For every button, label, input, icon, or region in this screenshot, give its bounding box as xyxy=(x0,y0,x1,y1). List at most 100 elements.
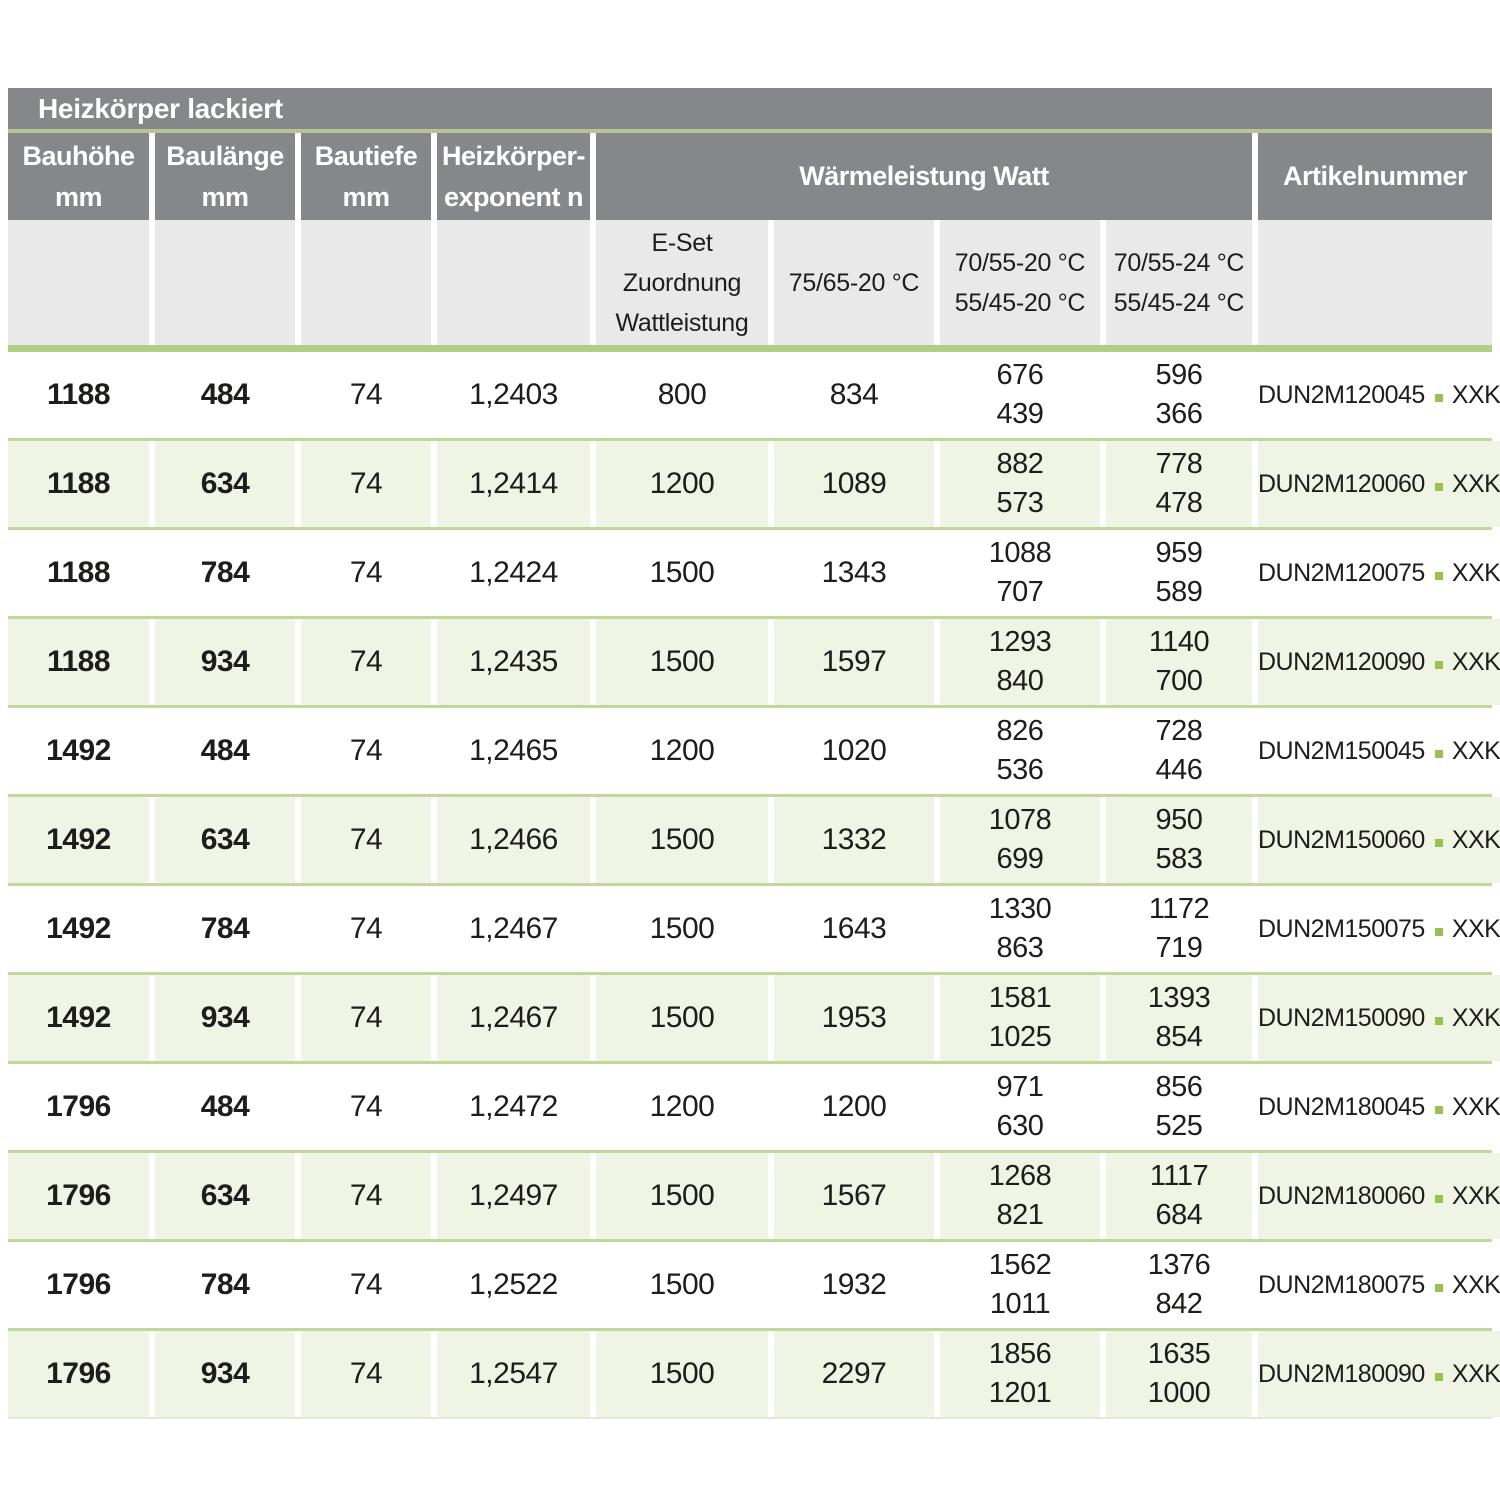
cell-watt-70-55-20: 1856 1201 xyxy=(940,1331,1100,1417)
cell-bauhoehe: 1492 xyxy=(8,797,149,883)
cell-eset-wattleistung: 1500 xyxy=(596,886,768,972)
cell-bautiefe: 74 xyxy=(301,975,431,1061)
row-separator-line xyxy=(8,1061,1492,1064)
green-dot-separator xyxy=(1434,1195,1443,1203)
header-bauhoehe: Bauhöhe mm xyxy=(8,133,149,220)
artikel-code: DUN2M180060 xyxy=(1258,1181,1425,1210)
cell-bauhoehe: 1492 xyxy=(8,886,149,972)
cell-bauhoehe: 1188 xyxy=(8,352,149,438)
cell-exponent: 1,2472 xyxy=(437,1064,590,1150)
subheader-70-55-20: 70/55-20 °C 55/45-20 °C xyxy=(940,220,1100,345)
subheader-70-55-24: 70/55-24 °C 55/45-24 °C xyxy=(1106,220,1252,345)
watt-value-low: 1025 xyxy=(988,1021,1052,1053)
cell-exponent: 1,2467 xyxy=(437,886,590,972)
cell-watt-70-55-20: 971 630 xyxy=(940,1064,1100,1150)
watt-value-low: 821 xyxy=(996,1199,1044,1231)
cell-artikelnummer: DUN2M120045 XXK xyxy=(1258,352,1500,438)
table-row: 1492 484 74 1,2465 1200 1020 826 536 728… xyxy=(8,708,1500,794)
subheader-75-65: 75/65-20 °C xyxy=(774,220,934,345)
artikel-code: DUN2M120060 xyxy=(1258,469,1425,498)
watt-value-low: 478 xyxy=(1155,487,1203,519)
artikel-suffix: XXK xyxy=(1451,469,1500,498)
header-line: Bauhöhe xyxy=(22,141,135,171)
row-separator-line xyxy=(8,705,1492,708)
watt-value-high: 882 xyxy=(996,447,1044,480)
watt-value-high: 856 xyxy=(1155,1070,1203,1103)
cell-eset-wattleistung: 1500 xyxy=(596,1242,768,1328)
watt-value-low: 699 xyxy=(996,843,1044,875)
table-row: 1492 784 74 1,2467 1500 1643 1330 863 11… xyxy=(8,886,1500,972)
artikel-code: DUN2M150060 xyxy=(1258,825,1425,854)
cell-baulaenge: 934 xyxy=(155,619,295,705)
watt-value-high: 959 xyxy=(1155,536,1203,569)
cell-eset-wattleistung: 1500 xyxy=(596,619,768,705)
header-line: Bautiefe xyxy=(314,141,418,171)
watt-value-high: 728 xyxy=(1155,714,1203,747)
green-dot-separator xyxy=(1434,483,1443,491)
cell-watt-70-55-24: 778 478 xyxy=(1106,441,1252,527)
cell-bauhoehe: 1492 xyxy=(8,708,149,794)
row-separator-line xyxy=(8,1328,1492,1331)
column-header-row: Bauhöhe mm Baulänge mm Bautiefe mm Heizk… xyxy=(8,133,1492,220)
watt-value-low: 707 xyxy=(996,576,1044,608)
cell-bauhoehe: 1188 xyxy=(8,530,149,616)
watt-value-high: 1140 xyxy=(1148,625,1210,658)
cell-eset-wattleistung: 1200 xyxy=(596,708,768,794)
watt-value-low: 573 xyxy=(996,487,1044,519)
subheader-line: Zuordnung xyxy=(622,268,742,297)
cell-watt-70-55-20: 882 573 xyxy=(940,441,1100,527)
header-line: Artikelnummer xyxy=(1282,161,1468,192)
watt-value-high: 1172 xyxy=(1148,892,1210,925)
cell-exponent: 1,2497 xyxy=(437,1153,590,1239)
artikel-code: DUN2M120075 xyxy=(1258,558,1425,587)
cell-eset-wattleistung: 800 xyxy=(596,352,768,438)
cell-watt-75-65: 1200 xyxy=(774,1064,934,1150)
table-bottom-edge xyxy=(8,1417,1492,1419)
watt-value-high: 1393 xyxy=(1147,981,1211,1014)
table-title-bar: Heizkörper lackiert xyxy=(8,88,1492,129)
cell-watt-70-55-24: 959 589 xyxy=(1106,530,1252,616)
green-dot-separator xyxy=(1434,750,1443,758)
cell-watt-70-55-20: 1268 821 xyxy=(940,1153,1100,1239)
cell-watt-70-55-20: 1562 1011 xyxy=(940,1242,1100,1328)
cell-watt-70-55-24: 856 525 xyxy=(1106,1064,1252,1150)
row-separator-line xyxy=(8,438,1492,441)
cell-baulaenge: 484 xyxy=(155,708,295,794)
cell-artikelnummer: DUN2M180045 XXK xyxy=(1258,1064,1500,1150)
watt-value-low: 630 xyxy=(996,1110,1044,1142)
cell-watt-75-65: 1567 xyxy=(774,1153,934,1239)
watt-value-low: 854 xyxy=(1155,1021,1203,1053)
artikel-suffix: XXK xyxy=(1451,825,1500,854)
artikel-code: DUN2M180090 xyxy=(1258,1359,1425,1388)
watt-value-low: 583 xyxy=(1155,843,1203,875)
cell-bauhoehe: 1796 xyxy=(8,1242,149,1328)
row-separator-line xyxy=(8,972,1492,975)
cell-artikelnummer: DUN2M180060 XXK xyxy=(1258,1153,1500,1239)
header-line: Wärmeleistung Watt xyxy=(799,161,1049,192)
subheader-line: 75/65-20 °C xyxy=(788,268,920,297)
watt-value-high: 950 xyxy=(1155,803,1203,836)
artikel-suffix: XXK xyxy=(1451,1270,1500,1299)
header-line: exponent n xyxy=(443,181,584,212)
cell-watt-75-65: 1932 xyxy=(774,1242,934,1328)
cell-bauhoehe: 1796 xyxy=(8,1064,149,1150)
green-dot-separator xyxy=(1434,1017,1443,1025)
cell-artikelnummer: DUN2M120090 XXK xyxy=(1258,619,1500,705)
cell-artikelnummer: DUN2M120075 XXK xyxy=(1258,530,1500,616)
cell-artikelnummer: DUN2M150045 XXK xyxy=(1258,708,1500,794)
cell-baulaenge: 934 xyxy=(155,975,295,1061)
watt-value-high: 1078 xyxy=(988,803,1052,836)
cell-watt-70-55-24: 728 446 xyxy=(1106,708,1252,794)
watt-value-high: 826 xyxy=(996,714,1044,747)
header-line: mm xyxy=(201,181,249,212)
table-row: 1188 784 74 1,2424 1500 1343 1088 707 95… xyxy=(8,530,1500,616)
subheader-empty xyxy=(437,220,590,345)
cell-exponent: 1,2424 xyxy=(437,530,590,616)
cell-bautiefe: 74 xyxy=(301,886,431,972)
watt-value-low: 536 xyxy=(996,754,1044,786)
cell-watt-70-55-24: 596 366 xyxy=(1106,352,1252,438)
watt-value-high: 1376 xyxy=(1147,1248,1211,1281)
row-separator-line xyxy=(8,794,1492,797)
cell-bauhoehe: 1796 xyxy=(8,1331,149,1417)
subheader-line: 70/55-20 °C xyxy=(954,248,1086,277)
